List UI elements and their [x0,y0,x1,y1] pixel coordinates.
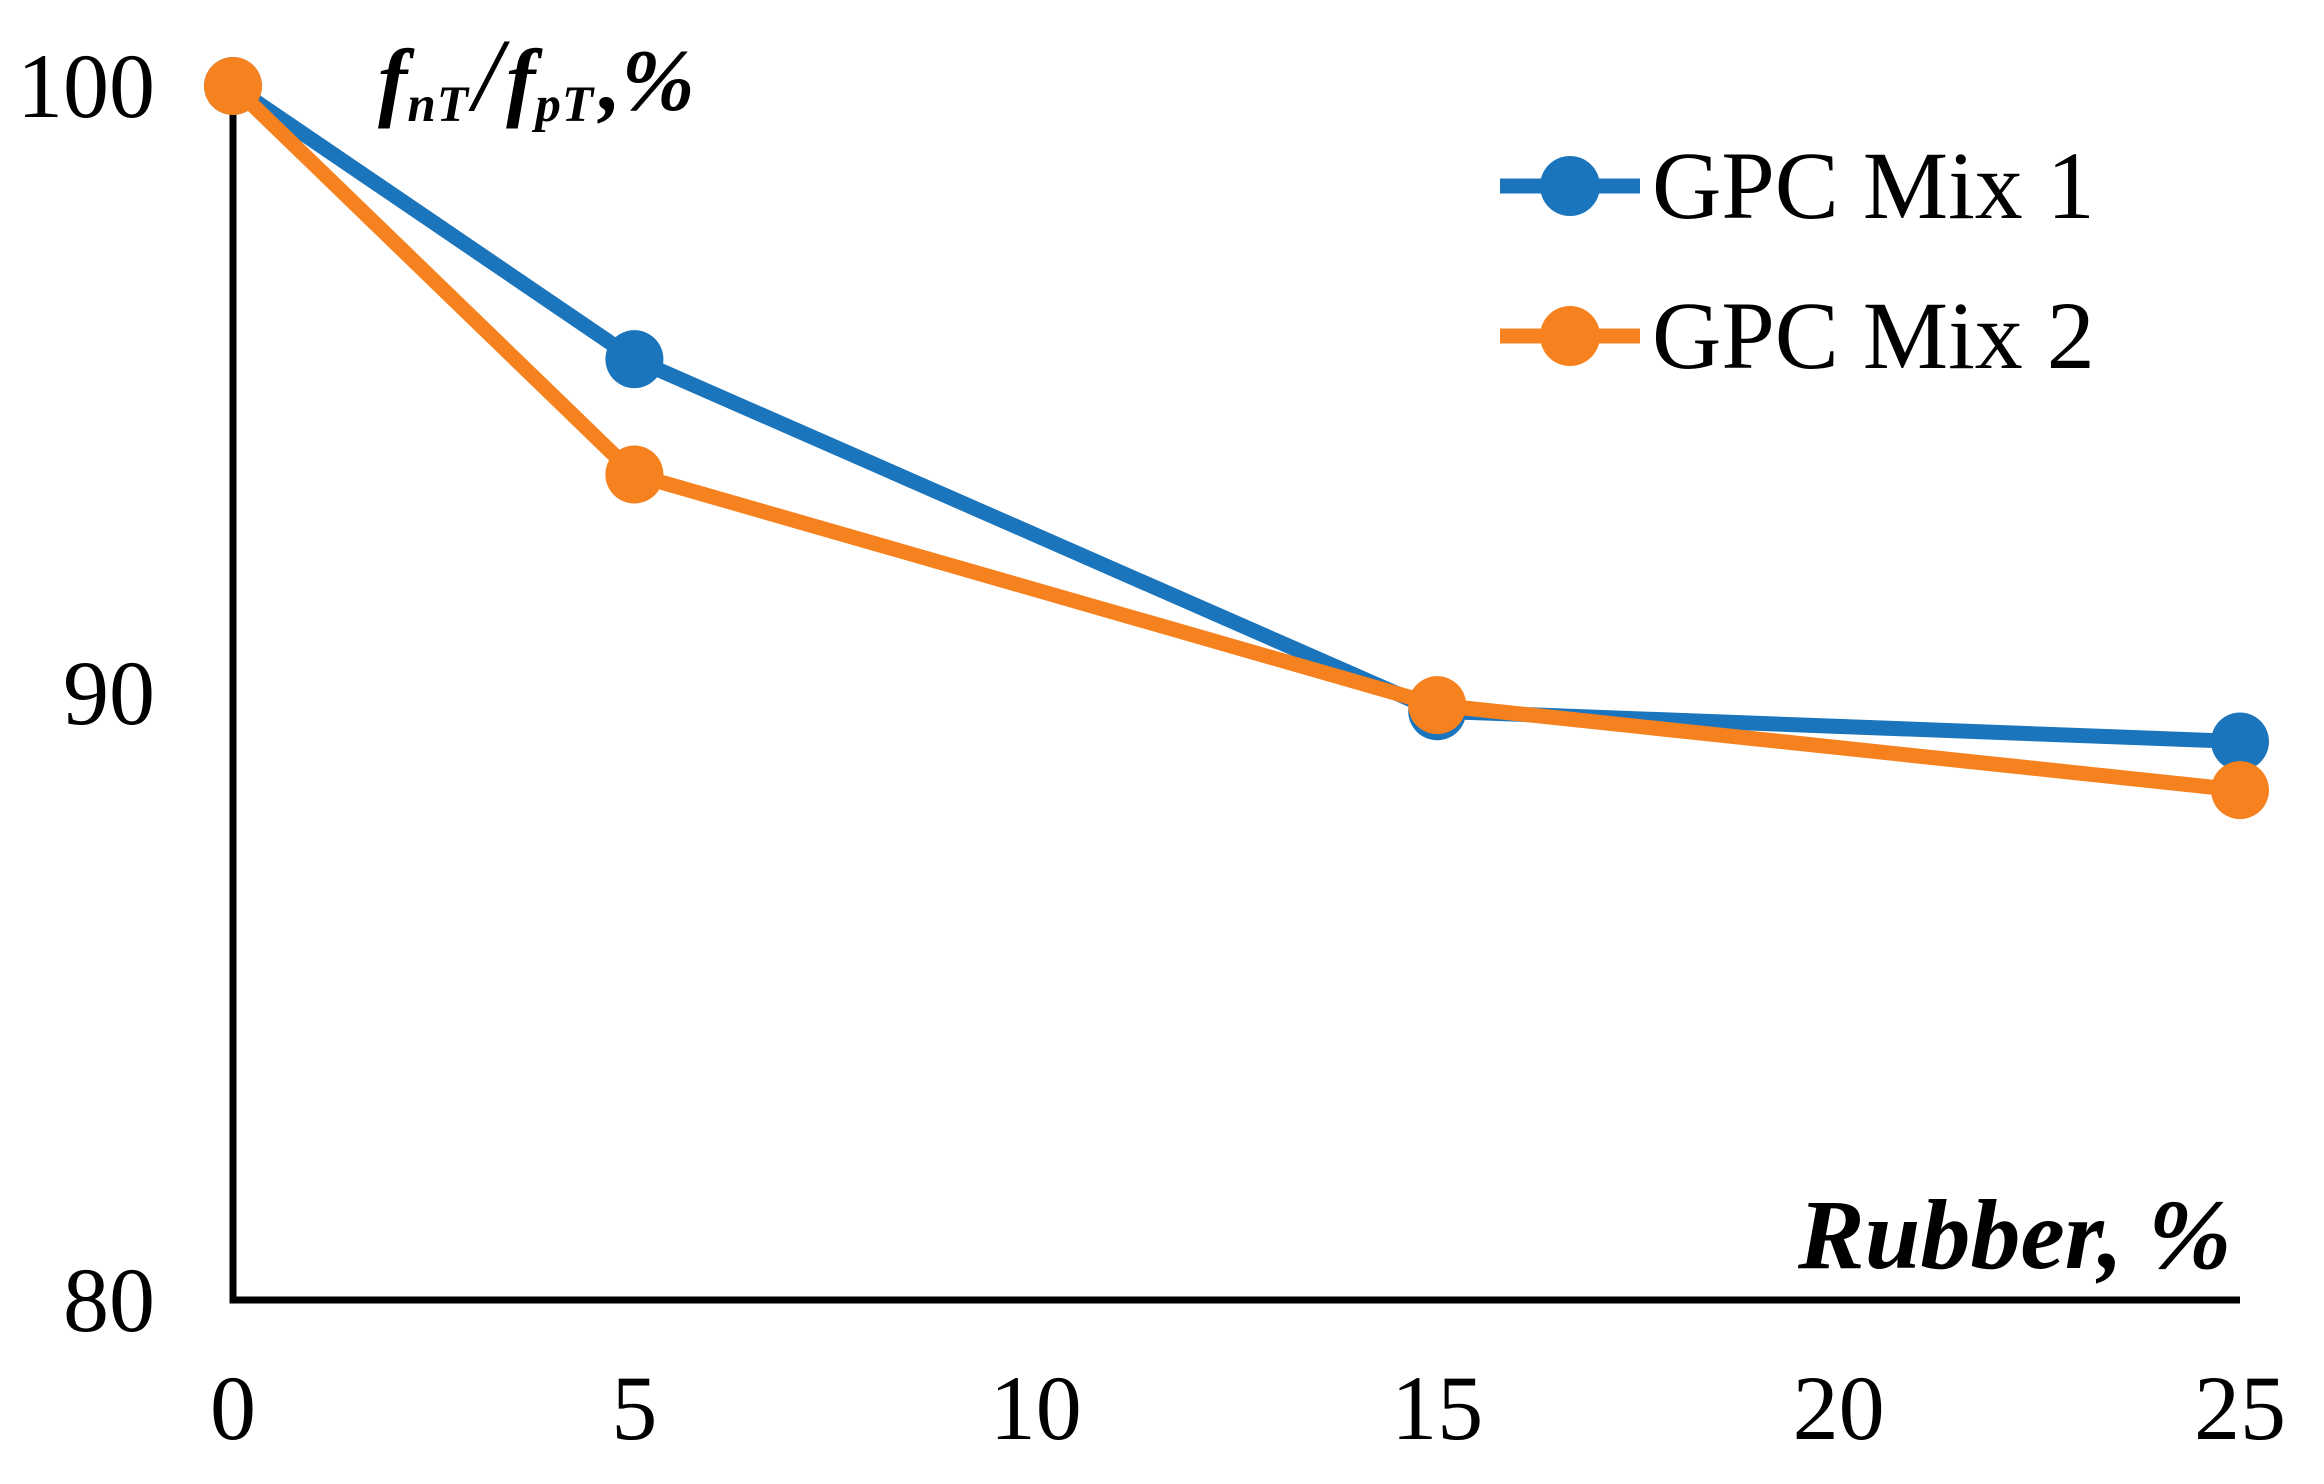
x-tick-label-20: 20 [1792,1357,1885,1459]
y-axis-title-sub1: nT [407,77,469,134]
data-point-series1-x5 [605,330,664,389]
x-tick-label-0: 0 [210,1357,256,1459]
x-axis-title: Rubber, % [1798,1179,2232,1290]
y-axis-title: fnT/fpT,% [378,16,695,135]
y-axis-title-suffix: ,% [599,33,695,130]
x-tick-label-15: 15 [1391,1357,1484,1459]
data-point-series2-x0 [204,57,262,115]
legend-row-gpc-mix-1: GPC Mix 1 [1500,118,2095,254]
x-tick-label-5: 5 [611,1357,658,1459]
x-tick-label-10: 10 [989,1357,1082,1459]
y-tick-label-80: 80 [63,1249,155,1351]
y-tick-label-100: 100 [17,35,155,137]
series1-marker-icon [1500,156,1640,216]
data-point-series2-x25 [2211,761,2269,820]
y-axis-title-f2: f [506,33,536,130]
series-line-1 [228,79,2241,750]
legend-label-series1: GPC Mix 1 [1652,132,2095,239]
legend-row-gpc-mix-2: GPC Mix 2 [1500,268,2095,404]
x-tick-label-25: 25 [2194,1357,2286,1459]
data-point-series1-x25 [2211,712,2269,771]
y-tick-label-90: 90 [63,642,155,744]
series-line-2 [227,80,2241,798]
y-axis-title-f1: f [378,33,408,130]
y-axis-title-sub2: pT [535,77,595,134]
legend: GPC Mix 1 GPC Mix 2 [1500,118,2095,404]
series2-marker-icon [1500,306,1640,366]
data-point-series2-x15 [1408,676,1467,735]
legend-label-series2: GPC Mix 2 [1652,282,2095,389]
data-point-series2-x5 [605,445,664,504]
y-axis-title-slash: / [473,18,502,133]
